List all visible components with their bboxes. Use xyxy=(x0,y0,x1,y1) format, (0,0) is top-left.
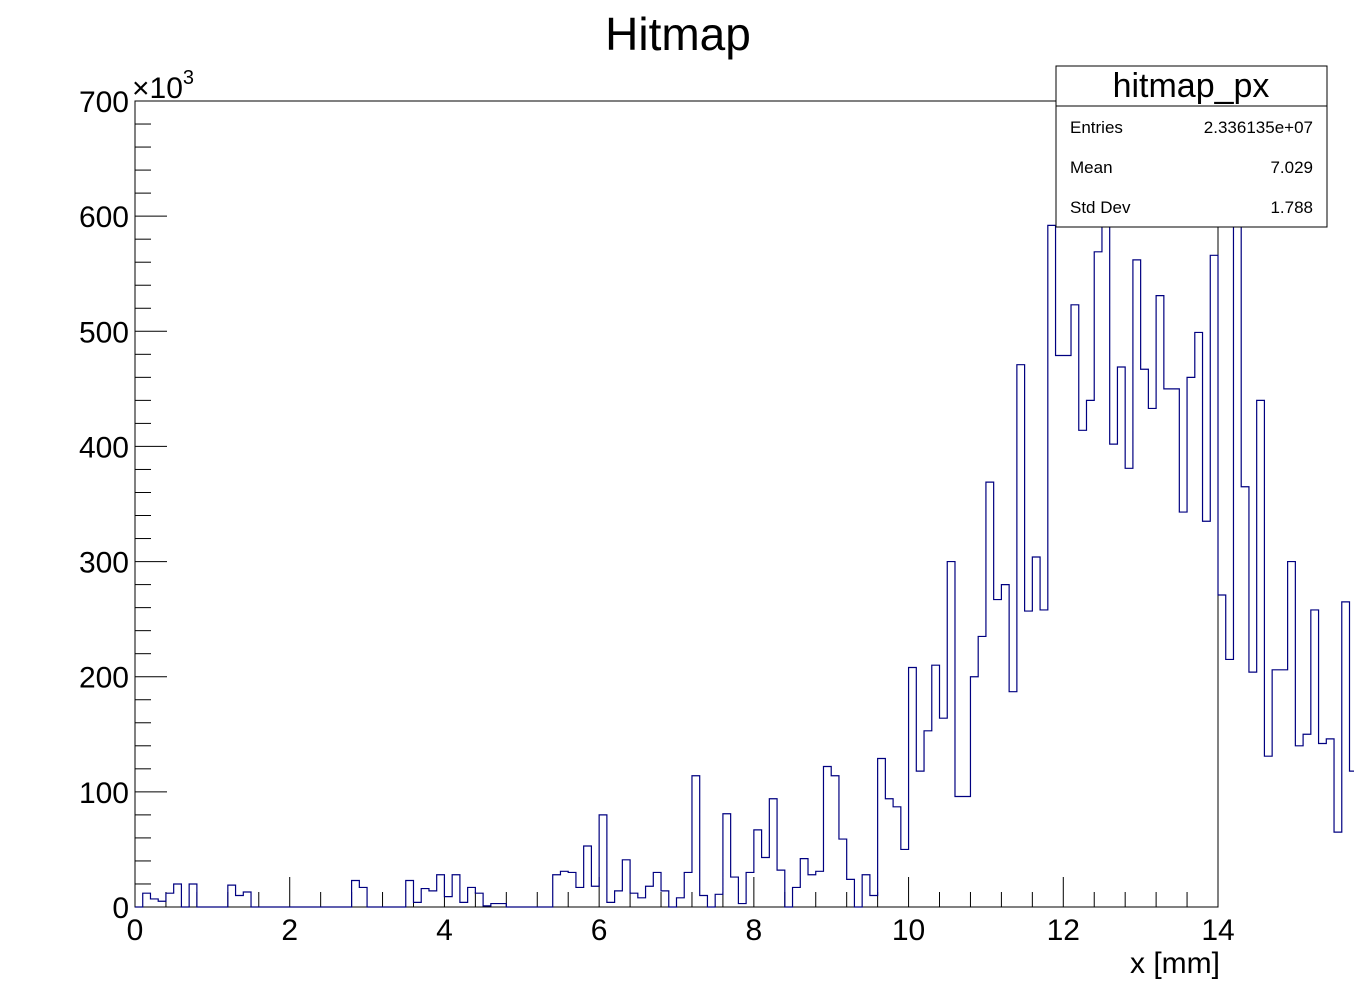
stats-stddev-value: 1.788 xyxy=(1270,198,1313,217)
stats-entries-label: Entries xyxy=(1070,118,1123,137)
x-tick-label: 2 xyxy=(281,914,298,947)
x-tick-label: 4 xyxy=(436,914,453,947)
stats-mean-label: Mean xyxy=(1070,158,1113,177)
svg-text:×103: ×103 xyxy=(132,67,194,105)
y-multiplier: ×103 xyxy=(132,67,194,105)
y-tick-labels: 0 100 200 300 400 500 600 700 xyxy=(79,86,129,925)
x-tick-label: 14 xyxy=(1201,914,1234,947)
x-tick-label: 8 xyxy=(746,914,763,947)
y-tick-label: 0 xyxy=(112,892,129,925)
stats-box-frame xyxy=(1055,65,1328,228)
x-tick-labels: 0 2 4 6 8 10 12 14 xyxy=(127,914,1235,947)
x-axis-title: x [mm] xyxy=(1130,947,1220,980)
x-tick-label: 10 xyxy=(892,914,925,947)
y-multiplier-exponent: 3 xyxy=(183,67,194,89)
stats-box: hitmap_px Entries 2.336135e+07 Mean 7.02… xyxy=(1055,65,1328,228)
stats-mean-value: 7.029 xyxy=(1270,158,1313,177)
y-tick-label: 700 xyxy=(79,86,129,119)
y-tick-label: 500 xyxy=(79,316,129,349)
chart-title: Hitmap xyxy=(605,8,751,60)
stats-box-title: hitmap_px xyxy=(1113,67,1270,105)
y-tick-label: 100 xyxy=(79,777,129,810)
y-tick-label: 300 xyxy=(79,547,129,580)
stats-stddev-label: Std Dev xyxy=(1070,198,1131,217)
x-tick-label: 0 xyxy=(127,914,144,947)
y-multiplier-base: ×10 xyxy=(132,72,183,105)
stats-entries-value: 2.336135e+07 xyxy=(1204,118,1313,137)
y-tick-label: 600 xyxy=(79,201,129,234)
y-tick-label: 200 xyxy=(79,662,129,695)
histogram-series-line xyxy=(135,133,1354,908)
y-tick-label: 400 xyxy=(79,431,129,464)
x-tick-label: 12 xyxy=(1047,914,1080,947)
x-tick-label: 6 xyxy=(591,914,608,947)
